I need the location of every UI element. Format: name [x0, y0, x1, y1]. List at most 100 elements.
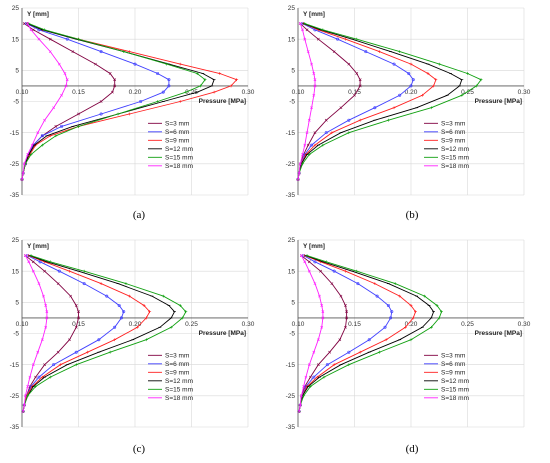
- data-point: [122, 310, 126, 314]
- data-point: [178, 62, 182, 66]
- y-tick-label: -25: [286, 393, 296, 400]
- data-point: [358, 84, 362, 88]
- data-point: [77, 112, 80, 116]
- data-point: [383, 325, 387, 329]
- data-point: [312, 375, 316, 379]
- data-point: [302, 394, 306, 398]
- data-point: [332, 363, 336, 367]
- y-axis-label: Y [mm]: [27, 243, 49, 250]
- data-point: [321, 28, 325, 32]
- data-point: [99, 282, 103, 286]
- y-tick-label: -5: [289, 331, 295, 338]
- data-point: [82, 269, 86, 273]
- legend-entry-6: S=18 mm: [165, 163, 193, 170]
- data-point: [479, 78, 483, 82]
- legend-entry-6: S=18 mm: [441, 395, 469, 402]
- data-point: [144, 316, 148, 320]
- y-tick-label: -35: [286, 192, 296, 199]
- data-point: [99, 112, 103, 116]
- y-tick-label: -15: [286, 362, 296, 369]
- data-point: [63, 72, 67, 75]
- data-point: [124, 282, 128, 286]
- x-tick-label: 0.25: [185, 321, 198, 328]
- data-point: [169, 325, 173, 329]
- data-point: [60, 124, 64, 128]
- data-point: [320, 325, 324, 329]
- data-point: [178, 304, 182, 307]
- data-point: [212, 90, 216, 94]
- data-point: [229, 84, 233, 88]
- data-point: [302, 385, 306, 388]
- data-point: [409, 62, 413, 66]
- data-point: [28, 375, 32, 379]
- data-point: [344, 304, 347, 307]
- data-point: [411, 78, 415, 82]
- legend-entry-2: S=6 mm: [165, 129, 189, 136]
- data-point: [301, 28, 304, 32]
- data-point: [21, 410, 25, 413]
- data-point: [31, 260, 35, 264]
- y-tick-label: -5: [289, 99, 295, 106]
- y-tick-label: 25: [288, 5, 296, 12]
- data-point: [328, 350, 332, 354]
- data-point: [56, 282, 60, 286]
- data-point: [203, 78, 207, 82]
- x-tick-label: 0.25: [461, 89, 474, 96]
- data-point: [26, 394, 30, 398]
- data-point: [22, 162, 26, 166]
- data-point: [321, 316, 325, 320]
- data-point: [367, 338, 371, 342]
- data-point: [347, 131, 351, 135]
- legend-entry-2: S=6 mm: [441, 361, 465, 368]
- data-point: [332, 269, 336, 273]
- data-point: [303, 22, 307, 25]
- y-tick-label: 25: [12, 237, 20, 244]
- y-axis-label: Y [mm]: [303, 11, 325, 18]
- data-point: [325, 363, 329, 367]
- data-point: [460, 93, 464, 97]
- legend-entry-6: S=18 mm: [165, 395, 193, 402]
- data-point: [57, 62, 61, 66]
- data-point: [60, 93, 63, 97]
- data-point: [48, 50, 52, 54]
- data-point: [74, 350, 78, 354]
- data-point: [301, 153, 304, 156]
- data-point: [313, 282, 317, 286]
- data-point: [392, 106, 396, 110]
- data-point: [74, 304, 78, 307]
- data-point: [364, 50, 368, 54]
- data-point: [420, 93, 424, 97]
- data-point: [440, 310, 443, 314]
- x-tick-label: 0.30: [242, 89, 255, 96]
- data-point: [298, 22, 302, 25]
- data-point: [30, 143, 34, 147]
- data-point: [135, 325, 139, 329]
- data-point: [23, 254, 27, 257]
- data-point: [22, 22, 26, 25]
- data-point: [74, 325, 78, 329]
- y-axis-label: Y [mm]: [303, 243, 325, 250]
- data-point: [306, 143, 310, 147]
- data-point: [432, 84, 435, 88]
- data-point: [398, 50, 402, 54]
- data-point: [167, 84, 171, 88]
- data-point: [409, 84, 413, 88]
- data-point: [303, 37, 307, 41]
- data-point: [338, 338, 342, 342]
- y-tick-label: 5: [291, 68, 295, 75]
- data-point: [312, 72, 316, 75]
- data-point: [108, 72, 112, 75]
- data-point: [307, 118, 311, 122]
- data-point: [36, 350, 40, 354]
- data-point: [403, 325, 407, 329]
- data-point: [45, 310, 49, 314]
- data-point: [27, 260, 31, 264]
- x-tick-label: 0.25: [461, 321, 474, 328]
- data-point: [409, 304, 413, 307]
- data-point: [116, 112, 120, 116]
- data-point: [178, 100, 182, 103]
- y-tick-label: -25: [10, 161, 20, 168]
- data-point: [373, 106, 377, 110]
- data-point: [199, 84, 202, 88]
